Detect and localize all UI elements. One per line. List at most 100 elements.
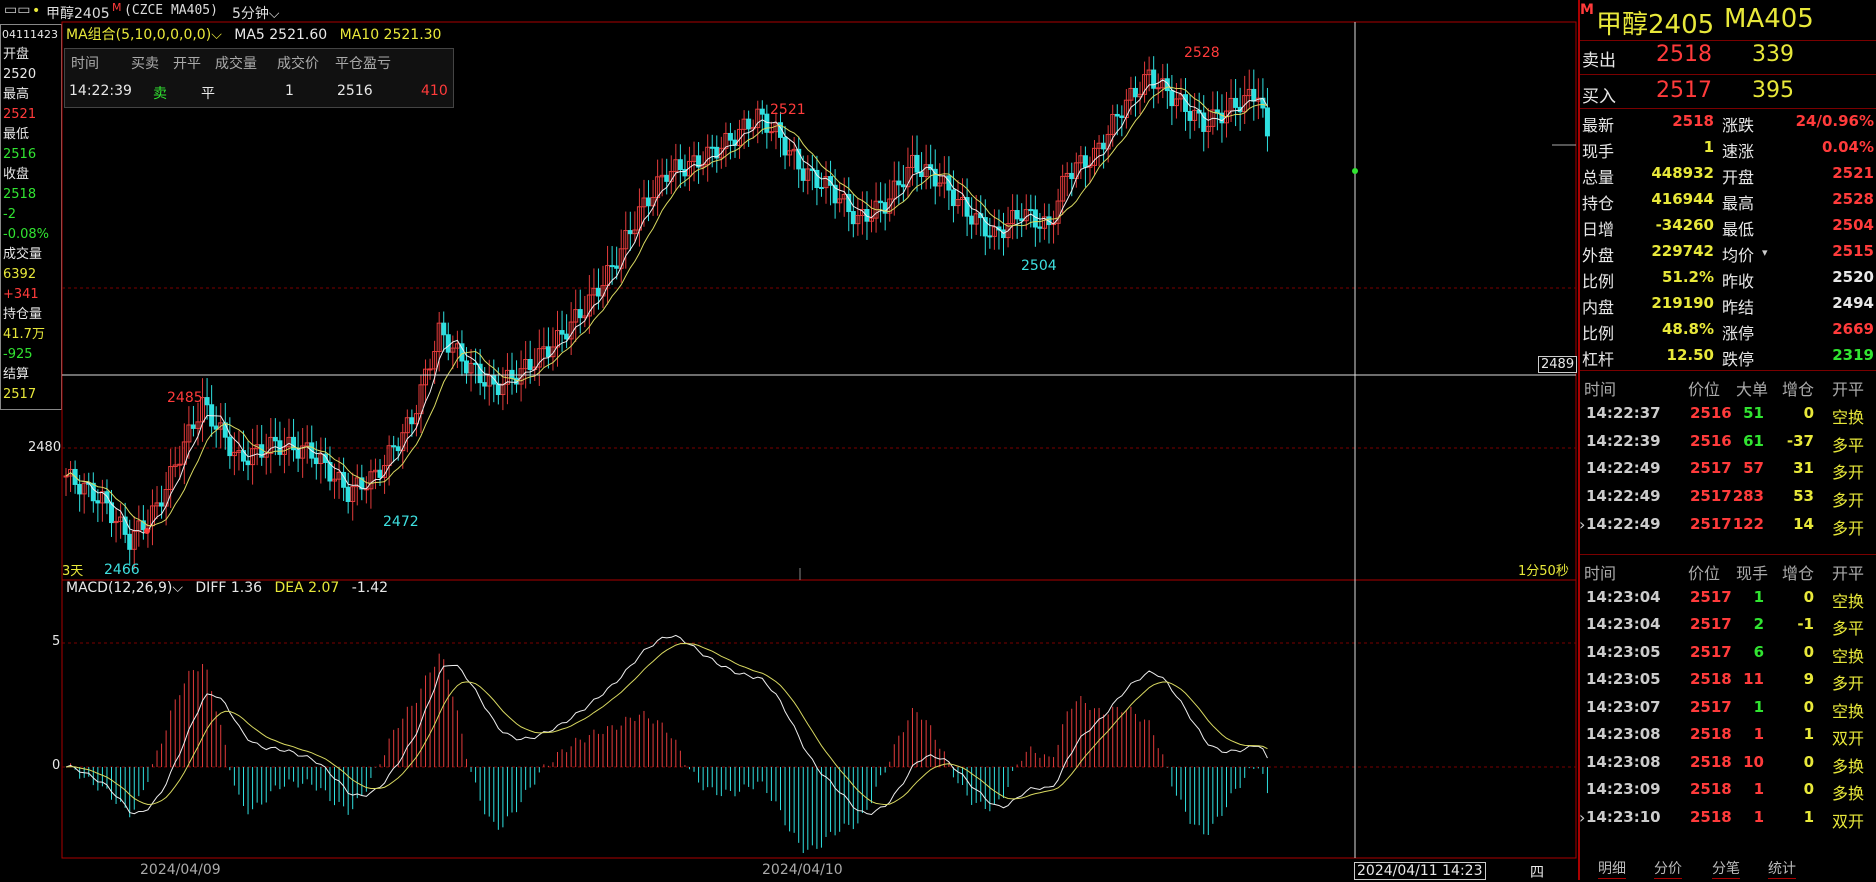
row-price: 2517 [1690, 515, 1732, 533]
row-price: 2517 [1690, 615, 1732, 633]
candle [1219, 112, 1225, 124]
candle [946, 175, 952, 191]
candle [195, 421, 201, 429]
quote-stat-row: 总量 448932 开盘 2521 [1580, 164, 1876, 192]
table-row[interactable]: 14:22:49 2517 57 31 多开 [1580, 459, 1876, 487]
candle [800, 168, 806, 181]
table-row[interactable]: 14:23:07 2517 1 0 空换 [1580, 698, 1876, 726]
candle [1183, 94, 1189, 112]
days-label: 3天 [62, 564, 84, 579]
macd-dea: DEA 2.07 [274, 580, 340, 596]
trade-cell: 14:22:39 [69, 83, 132, 99]
tab-0[interactable]: 明细 [1598, 858, 1626, 879]
title-mark: M [1580, 2, 1594, 18]
quote-stat-row: 最新 2518 涨跌 24/0.96% [1580, 112, 1876, 140]
table-header: 时间 价位 大单 增仓 开平 [1580, 376, 1876, 404]
candle [118, 516, 124, 522]
window-icon[interactable]: ▭▭ [4, 2, 31, 18]
row-oi-change: 53 [1793, 487, 1814, 506]
row-volume: 57 [1743, 459, 1764, 478]
caret-down-icon[interactable]: ▾ [1762, 246, 1768, 259]
candle [509, 369, 515, 379]
candle [231, 451, 237, 457]
period-selector[interactable]: 5分钟⌵ [232, 6, 280, 22]
row-type: 空换 [1832, 407, 1865, 427]
candle [350, 486, 356, 502]
candle [1096, 142, 1102, 149]
candle [787, 150, 793, 156]
table-row[interactable]: › 14:22:49 2517 122 14 多开 [1579, 515, 1876, 543]
candle [454, 343, 460, 349]
trade-header: 时间 [71, 56, 99, 72]
candle [318, 453, 324, 465]
candle [200, 397, 206, 423]
macd-selector[interactable]: MACD(12,26,9)⌵ [66, 580, 183, 596]
candle [677, 159, 683, 171]
table-row[interactable]: 14:23:04 2517 2 -1 多平 [1580, 615, 1876, 643]
table-row[interactable]: 14:22:49 2517 283 53 多开 [1580, 487, 1876, 515]
candle [204, 397, 210, 406]
row-oi-change: 31 [1793, 459, 1814, 478]
candle [705, 146, 711, 166]
tab-1[interactable]: 分价 [1654, 858, 1682, 879]
stat-label: 跌停 [1722, 350, 1755, 369]
candle [818, 187, 824, 190]
candle [345, 486, 351, 502]
candle [755, 108, 761, 129]
stat-value: 2518 [1672, 112, 1714, 130]
row-price: 2517 [1690, 487, 1732, 506]
kline-chart[interactable] [0, 0, 1578, 880]
candle [1037, 226, 1043, 229]
table-row[interactable]: 14:22:39 2516 61 -37 多平 [1580, 432, 1876, 460]
row-price: 2518 [1690, 807, 1732, 826]
bid-price: 2517 [1656, 78, 1712, 103]
row-oi-change: 1 [1803, 807, 1814, 826]
table-header-cell: 价位 [1688, 564, 1721, 583]
candle [709, 146, 715, 149]
stat-label: 比例 [1582, 324, 1615, 343]
table-row[interactable]: 14:23:08 2518 10 0 多换 [1580, 753, 1876, 781]
table-header-cell: 价位 [1688, 380, 1721, 399]
instrument-code: (CZCE MA405) [124, 3, 218, 18]
candle [327, 461, 333, 482]
table-row[interactable]: › 14:23:10 2518 1 1 双开 [1579, 807, 1876, 836]
candle [168, 466, 174, 490]
table-header-cell: 开平 [1832, 380, 1865, 399]
stat-label: 现手 [1582, 142, 1615, 161]
quote-panel: M 甲醇2405 MA405 卖出 2518 339 买入 2517 395 最… [1578, 0, 1876, 880]
row-price: 2518 [1690, 780, 1732, 798]
table-row[interactable]: 14:23:05 2517 6 0 空换 [1580, 643, 1876, 671]
table-row[interactable]: 14:23:04 2517 1 0 空换 [1580, 588, 1876, 616]
candle [313, 457, 319, 465]
ma-combo-selector[interactable]: MA组合(5,10,0,0,0,0)⌵ [66, 27, 222, 43]
candle [878, 200, 884, 204]
candle [618, 248, 624, 269]
candle [536, 348, 542, 368]
row-type: 多开 [1832, 491, 1865, 511]
stat-value: 219190 [1651, 294, 1714, 312]
trade-record-box: 时间 买卖 开平 成交量 成交价 平仓盈亏 14:22:39 卖 平 1 2516 410 [64, 48, 454, 108]
cursor-arrow-icon: › [1579, 515, 1586, 534]
table-row[interactable]: 14:23:09 2518 1 0 多换 [1580, 780, 1876, 808]
quote-stat-row: 日增 -34260 最低 2504 [1580, 216, 1876, 244]
candle [295, 449, 301, 459]
candle [359, 477, 365, 490]
bar-info-label: 最低 [3, 127, 30, 142]
table-row[interactable]: 14:23:05 2518 11 9 多开 [1580, 670, 1876, 698]
row-type: 多平 [1832, 619, 1865, 638]
bar-info-value: -0.08% [3, 227, 49, 242]
tab-2[interactable]: 分笔 [1712, 858, 1740, 879]
price-axis-tick: 2480 [28, 440, 62, 455]
candle [1132, 87, 1138, 98]
row-time: 14:23:04 [1586, 587, 1661, 606]
candle [850, 211, 856, 225]
candle [213, 425, 219, 430]
macd-legend: MACD(12,26,9)⌵ DIFF 1.36 DEA 2.07 -1.42 [66, 580, 388, 596]
candle [527, 358, 533, 371]
table-row[interactable]: 14:23:08 2518 1 1 双开 [1580, 725, 1876, 753]
tab-3[interactable]: 统计 [1768, 858, 1796, 879]
table-row[interactable]: 14:22:37 2516 51 0 空换 [1580, 404, 1876, 432]
bid-volume: 395 [1752, 78, 1794, 103]
quote-stat-row: 杠杆 12.50 跌停 2319 [1580, 346, 1876, 374]
candle [595, 287, 601, 297]
